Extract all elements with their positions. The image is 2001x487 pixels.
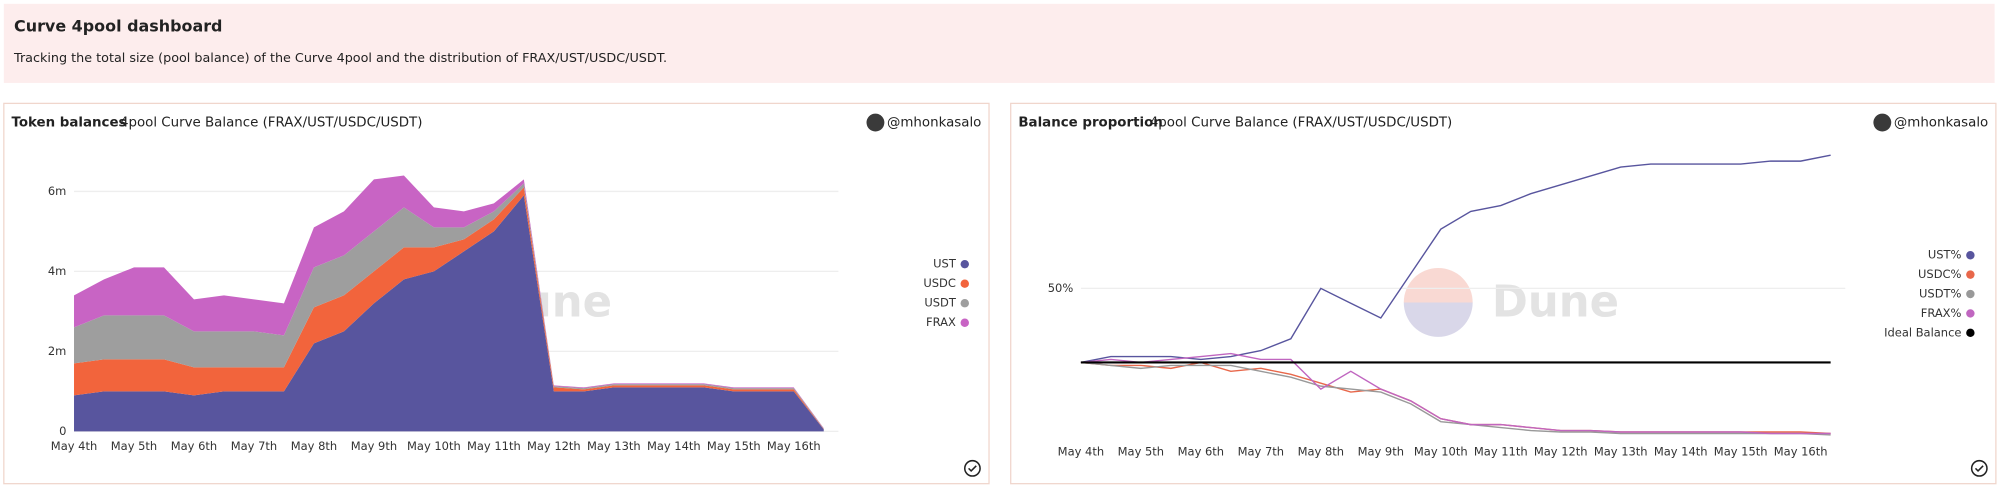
watermark-top: [1403, 268, 1473, 303]
area: [74, 175, 824, 429]
y-tick-label: 6m: [48, 184, 66, 198]
x-tick-label: May 12th: [1534, 444, 1588, 458]
x-tick-label: May 5th: [1118, 444, 1164, 458]
legend-dot: [1966, 309, 1975, 318]
author: @mhonkasalo: [1894, 116, 1988, 131]
x-tick-label: May 11th: [467, 439, 521, 453]
y-tick-label: 4m: [48, 264, 66, 278]
panel-title: Balance proportion: [1018, 116, 1162, 131]
check-icon: [1970, 459, 1988, 477]
area: [74, 187, 824, 430]
x-tick-label: May 6th: [171, 439, 217, 453]
watermark-bottom: [1403, 302, 1473, 337]
avatar: [1873, 113, 1892, 132]
y-tick-label: 0: [59, 424, 66, 438]
legend-label: UST: [933, 257, 957, 271]
area: [74, 195, 824, 432]
x-tick-label: May 5th: [111, 439, 157, 453]
legend-dot: [960, 259, 969, 269]
x-tick-label: May 4th: [51, 439, 97, 453]
x-tick-label: May 9th: [1358, 444, 1404, 458]
legend-dot: [1966, 251, 1975, 260]
legend-dot: [960, 318, 969, 327]
legend-dot: [1966, 289, 1975, 299]
x-tick-label: May 8th: [1298, 444, 1344, 458]
legend-label: USDT%: [1919, 287, 1962, 301]
legend-label: FRAX: [926, 315, 956, 329]
watermark: Dune: [1492, 278, 1619, 328]
x-tick-label: May 15th: [1714, 444, 1768, 458]
check-mark: [968, 465, 977, 472]
line: [1080, 352, 1831, 435]
x-tick-label: May 11th: [1474, 444, 1528, 458]
legend-label: USDC: [923, 276, 956, 290]
header-box: [3, 3, 1995, 83]
x-tick-label: May 16th: [1774, 444, 1828, 458]
legend-label: USDT: [924, 296, 957, 310]
legend-label: USDC%: [1918, 267, 1962, 281]
x-tick-label: May 9th: [351, 439, 397, 453]
area: [74, 183, 824, 429]
avatar: [866, 113, 885, 132]
legend-label: Ideal Balance: [1884, 325, 1961, 339]
x-tick-label: May 10th: [407, 439, 461, 453]
x-tick-label: May 10th: [1414, 444, 1468, 458]
check-icon: [964, 459, 981, 477]
x-tick-label: May 15th: [707, 439, 761, 453]
line: [1080, 154, 1831, 364]
x-tick-label: May 14th: [647, 439, 701, 453]
panel-title: Token balances: [11, 116, 126, 131]
x-tick-label: May 12th: [527, 439, 581, 453]
x-tick-label: May 13th: [587, 439, 641, 453]
line: [1080, 361, 1831, 436]
x-tick-label: May 7th: [231, 439, 277, 453]
legend-dot: [960, 299, 969, 308]
legend-dot: [1966, 270, 1975, 279]
y-tick-label: 50%: [1048, 281, 1074, 295]
x-tick-label: May 6th: [1178, 444, 1224, 458]
query-name: 4pool Curve Balance (FRAX/UST/USDC/USDT): [1150, 116, 1452, 131]
legend-label: UST%: [1928, 248, 1962, 262]
x-tick-label: May 14th: [1654, 444, 1708, 458]
legend-dot: [1966, 328, 1975, 338]
check-mark: [1974, 465, 1984, 472]
x-tick-label: May 13th: [1594, 444, 1648, 458]
x-tick-label: May 7th: [1238, 444, 1284, 458]
dashboard-subtitle: Tracking the total size (pool balance) o…: [13, 51, 667, 66]
y-tick-label: 2m: [48, 344, 66, 358]
author: @mhonkasalo: [887, 116, 981, 131]
legend-dot: [960, 279, 969, 288]
panel: [1010, 102, 1997, 485]
query-name: 4pool Curve Balance (FRAX/UST/USDC/USDT): [120, 116, 422, 131]
dashboard-title: Curve 4pool dashboard: [14, 16, 222, 35]
legend-label: FRAX%: [1921, 306, 1962, 320]
x-tick-label: May 4th: [1058, 444, 1104, 458]
x-tick-label: May 16th: [767, 439, 821, 453]
x-tick-label: May 8th: [291, 439, 337, 453]
